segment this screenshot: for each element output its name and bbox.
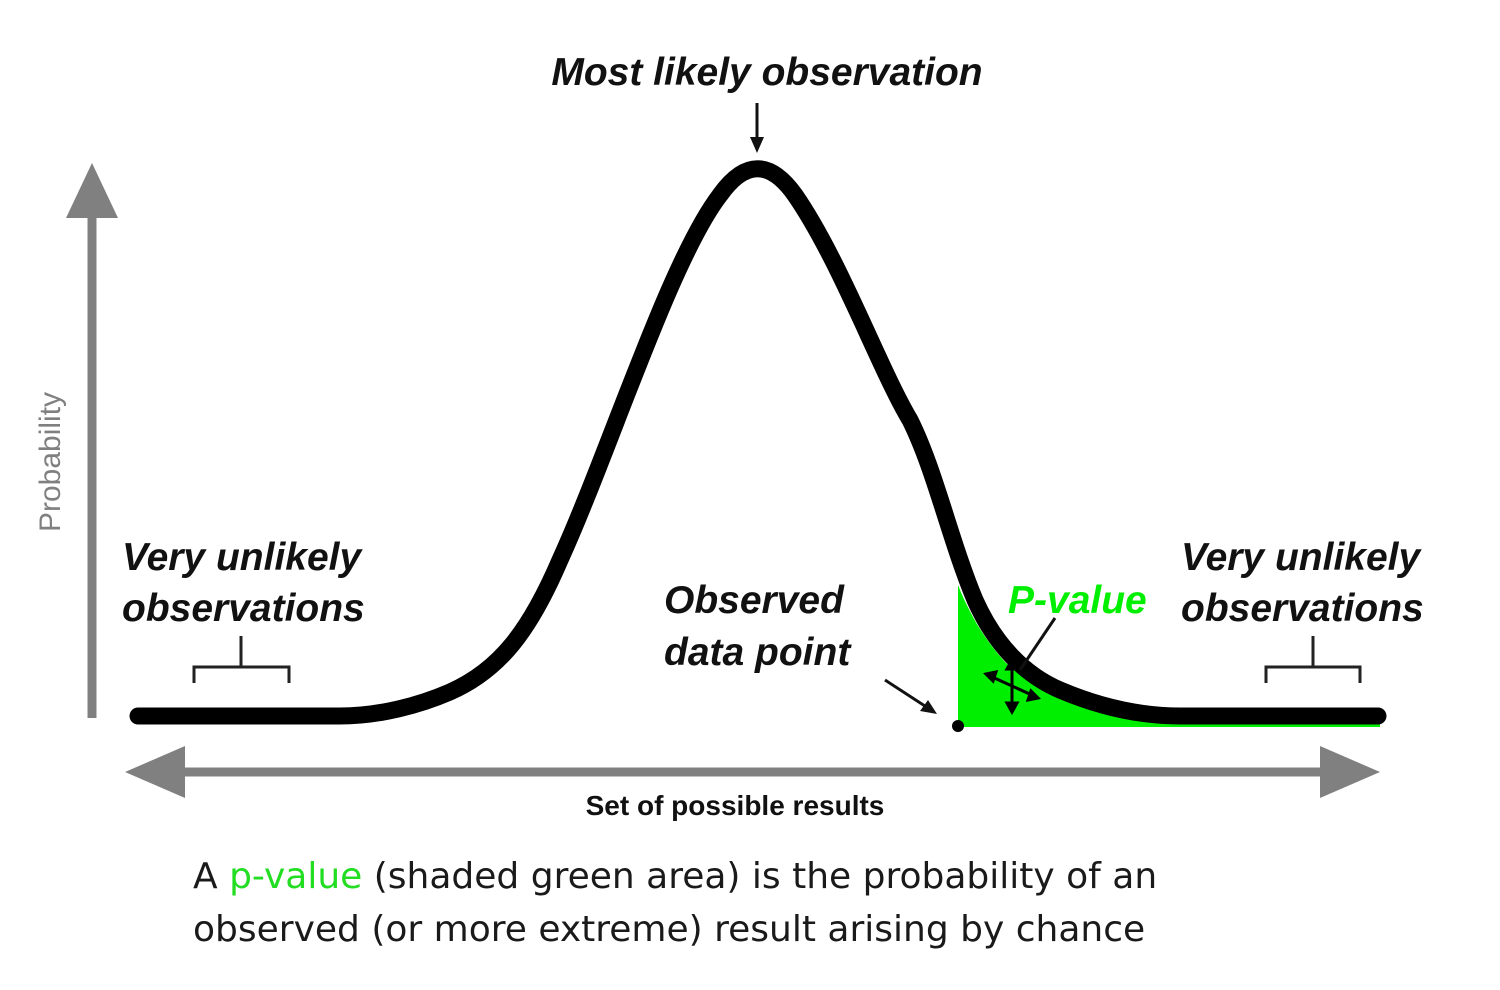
peak-label: Most likely observation (551, 51, 982, 94)
p-value-shaded-area (958, 585, 1380, 727)
caption-prefix: A (193, 856, 230, 897)
x-axis-label: Set of possible results (586, 790, 885, 821)
left-tail-label-line1: Very unlikely (122, 536, 363, 579)
p-value-pointer (1018, 617, 1057, 671)
right-tail-bracket (1264, 636, 1362, 683)
left-tail-bracket (192, 636, 291, 683)
observed-label-line1: Observed (664, 579, 845, 622)
caption-p-value-highlight: p-value (229, 856, 363, 897)
observed-data-point (952, 720, 964, 732)
caption: A p-value (shaded green area) is the pro… (193, 850, 1393, 956)
p-value-label: P-value (1008, 579, 1147, 622)
left-tail-label-line2: observations (122, 587, 365, 630)
caption-line-2: observed (or more extreme) result arisin… (193, 909, 1146, 950)
right-tail-label-line2: observations (1181, 587, 1424, 630)
x-axis-arrow (125, 746, 1380, 798)
observed-point-arrow (884, 678, 937, 714)
caption-line-1: A p-value (shaded green area) is the pro… (193, 850, 1393, 903)
observed-label-line2: data point (664, 631, 852, 674)
y-axis-arrow (66, 163, 118, 718)
caption-line-1-rest: (shaded green area) is the probability o… (362, 856, 1158, 897)
bell-curve (129, 160, 1387, 725)
right-tail-label-line1: Very unlikely (1181, 536, 1422, 579)
y-axis-label: Probability (34, 392, 67, 532)
move-cursor-icon (982, 656, 1042, 716)
peak-arrow (750, 103, 764, 153)
